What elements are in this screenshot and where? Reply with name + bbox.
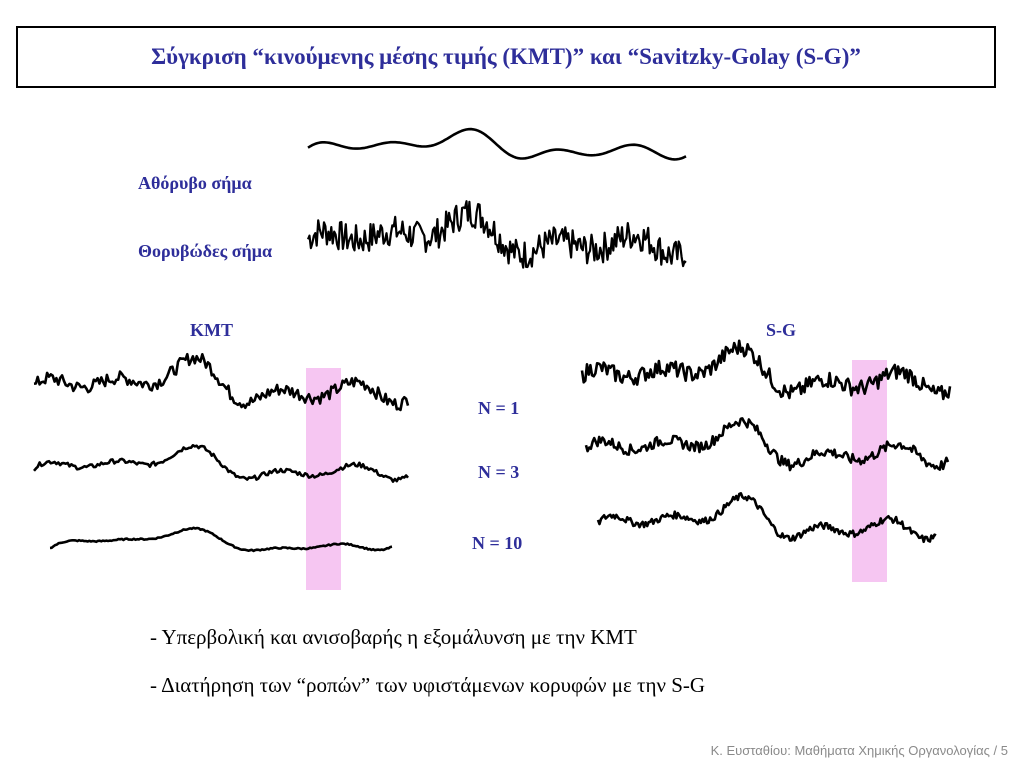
n-label-3: N = 3 xyxy=(478,462,520,482)
kmt-path-n10 xyxy=(49,526,393,553)
sg-trace-n1 xyxy=(580,339,952,401)
kmt-path-n1 xyxy=(33,352,410,412)
kmt-path-n3 xyxy=(33,444,409,483)
sg-path-n3 xyxy=(584,417,950,472)
bullet-2: - Διατήρηση των “ροπών” των υφιστάμενων … xyxy=(150,673,706,697)
bullet-1: - Υπερβολική και ανισοβαρής η εξομάλυνση… xyxy=(150,625,637,649)
slide-footer: Κ. Ευσταθίου: Μαθήματα Χημικής Οργανολογ… xyxy=(710,743,1008,758)
clean-signal-trace xyxy=(307,127,687,161)
noisy-signal-path xyxy=(306,200,687,269)
clean-signal-path xyxy=(307,127,687,161)
sg-path-n10 xyxy=(596,492,937,544)
slide-title: Σύγκριση “κινούμενης μέσης τιμής (ΚΜΤ)” … xyxy=(151,44,861,69)
noisy-signal-trace xyxy=(306,200,687,269)
n-label-10: N = 10 xyxy=(472,533,523,553)
clean-signal-label: Αθόρυβο σήμα xyxy=(138,173,252,193)
noisy-signal-label: Θορυβώδες σήμα xyxy=(138,241,273,261)
title-box: Σύγκριση “κινούμενης μέσης τιμής (ΚΜΤ)” … xyxy=(16,26,996,88)
kmt-trace-n10 xyxy=(49,526,393,553)
kmt-panel-label: ΚΜΤ xyxy=(190,320,233,340)
sg-panel-label: S-G xyxy=(766,320,797,340)
kmt-trace-n3 xyxy=(33,444,409,483)
sg-trace-n10 xyxy=(596,492,937,544)
sg-path-n1 xyxy=(580,339,952,401)
n-label-1: N = 1 xyxy=(478,398,520,418)
sg-highlight-band xyxy=(852,360,887,582)
sg-trace-n3 xyxy=(584,417,950,472)
kmt-trace-n1 xyxy=(33,352,410,412)
kmt-highlight-band xyxy=(306,368,341,590)
